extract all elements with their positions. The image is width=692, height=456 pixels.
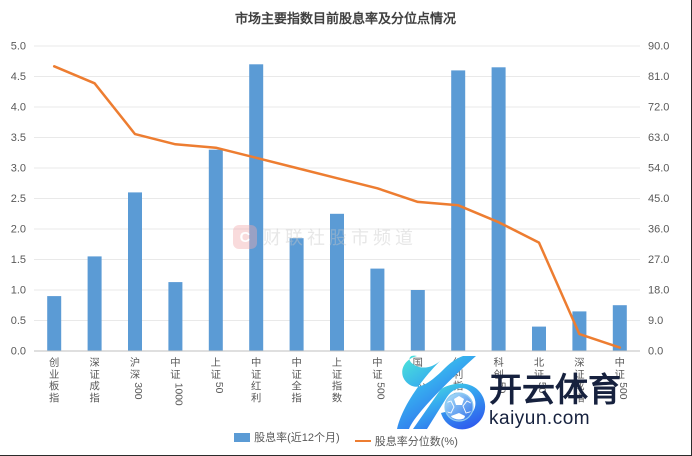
svg-text:4.5: 4.5 bbox=[11, 71, 26, 83]
svg-text:上: 上 bbox=[332, 357, 342, 369]
svg-text:数: 数 bbox=[332, 391, 342, 404]
svg-text:500: 500 bbox=[374, 382, 385, 399]
svg-text:全: 全 bbox=[291, 380, 302, 393]
svg-text:指: 指 bbox=[89, 391, 99, 404]
svg-text:指: 指 bbox=[291, 391, 301, 404]
svg-text:板: 板 bbox=[49, 380, 59, 393]
svg-text:54.0: 54.0 bbox=[648, 163, 669, 175]
svg-text:证: 证 bbox=[332, 369, 342, 381]
svg-text:300: 300 bbox=[132, 382, 143, 399]
svg-text:36.0: 36.0 bbox=[648, 224, 669, 236]
svg-text:72.0: 72.0 bbox=[648, 102, 669, 114]
svg-text:指: 指 bbox=[49, 391, 59, 404]
svg-text:2.0: 2.0 bbox=[11, 224, 26, 236]
svg-text:证: 证 bbox=[170, 369, 180, 381]
svg-text:中: 中 bbox=[291, 356, 301, 369]
svg-text:成: 成 bbox=[89, 381, 99, 393]
svg-text:中: 中 bbox=[170, 356, 180, 369]
svg-text:kaiyun.com: kaiyun.com bbox=[489, 408, 590, 429]
svg-text:证: 证 bbox=[372, 369, 382, 381]
svg-text:50: 50 bbox=[213, 382, 224, 394]
svg-text:深: 深 bbox=[89, 357, 99, 369]
svg-text:18.0: 18.0 bbox=[648, 285, 669, 297]
svg-text:证: 证 bbox=[211, 369, 221, 381]
svg-text:证: 证 bbox=[251, 369, 261, 381]
svg-text:中: 中 bbox=[372, 356, 382, 369]
svg-text:0.5: 0.5 bbox=[11, 315, 26, 327]
svg-text:90.0: 90.0 bbox=[648, 41, 669, 53]
svg-text:63.0: 63.0 bbox=[648, 132, 669, 144]
svg-text:上: 上 bbox=[211, 357, 221, 369]
svg-text:0.0: 0.0 bbox=[11, 346, 26, 358]
svg-text:沪: 沪 bbox=[130, 356, 140, 369]
svg-text:利: 利 bbox=[251, 392, 261, 404]
svg-text:中: 中 bbox=[251, 356, 261, 369]
svg-text:45.0: 45.0 bbox=[648, 193, 669, 205]
svg-text:红: 红 bbox=[251, 380, 261, 393]
svg-text:5.0: 5.0 bbox=[11, 41, 26, 53]
svg-text:1.5: 1.5 bbox=[11, 254, 26, 266]
svg-text:1.0: 1.0 bbox=[11, 285, 26, 297]
svg-text:81.0: 81.0 bbox=[648, 71, 669, 83]
svg-text:创: 创 bbox=[49, 356, 59, 369]
svg-text:1000: 1000 bbox=[172, 383, 183, 406]
svg-text:指: 指 bbox=[332, 380, 342, 393]
svg-text:深: 深 bbox=[130, 369, 140, 381]
svg-text:4.0: 4.0 bbox=[11, 102, 26, 114]
svg-text:9.0: 9.0 bbox=[648, 315, 663, 327]
svg-text:3.5: 3.5 bbox=[11, 132, 26, 144]
svg-text:开云体育: 开云体育 bbox=[489, 371, 621, 408]
svg-text:3.0: 3.0 bbox=[11, 163, 26, 175]
svg-text:证: 证 bbox=[89, 369, 99, 381]
svg-text:证: 证 bbox=[291, 369, 301, 381]
svg-text:27.0: 27.0 bbox=[648, 254, 669, 266]
svg-text:业: 业 bbox=[49, 369, 59, 381]
svg-text:2.5: 2.5 bbox=[11, 193, 26, 205]
